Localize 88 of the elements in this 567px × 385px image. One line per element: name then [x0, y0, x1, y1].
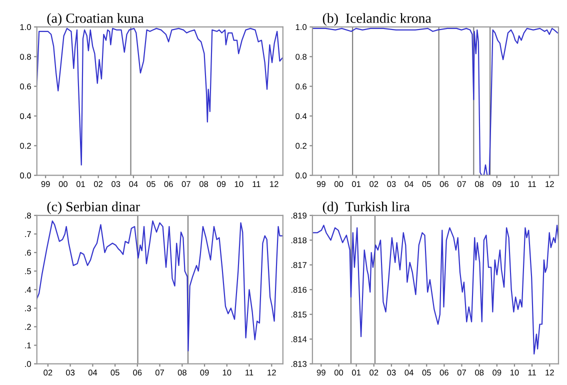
x-tick-label: 10: [234, 181, 244, 188]
y-tick-label: 0.4: [20, 113, 32, 120]
y-tick-label: .813: [291, 361, 307, 367]
x-tick-label: 08: [475, 181, 484, 188]
x-tick-label: 02: [370, 370, 378, 376]
x-tick-label: 06: [164, 181, 173, 188]
chart-title: (d) Turkish lira: [322, 202, 410, 214]
x-tick-label: 08: [199, 181, 208, 188]
y-tick-label: .1: [25, 342, 31, 348]
x-tick-label: 04: [404, 370, 414, 376]
x-tick-label: 04: [88, 370, 98, 376]
x-tick-label: 12: [268, 370, 276, 376]
x-tick-label: 01: [76, 181, 85, 188]
x-tick-label: 05: [422, 370, 431, 376]
x-tick-label: 05: [422, 181, 431, 188]
x-tick-label: 00: [334, 181, 344, 188]
x-tick-label: 99: [316, 181, 326, 188]
x-tick-label: 11: [252, 181, 260, 187]
y-tick-label: .6: [25, 250, 31, 256]
x-tick-label: 01: [352, 181, 361, 188]
x-tick-label: 00: [58, 181, 68, 188]
x-tick-label: 12: [546, 181, 554, 187]
y-tick-label: .0: [25, 361, 31, 367]
x-tick-label: 02: [94, 181, 103, 188]
line-series: [312, 28, 558, 176]
y-tick-label: 0.6: [296, 84, 307, 90]
chart-title: (b) Icelandic krona: [322, 13, 432, 26]
x-tick-label: 03: [387, 181, 396, 188]
x-tick-label: 04: [129, 181, 138, 188]
x-tick-label: 10: [510, 181, 519, 188]
x-tick-label: 04: [404, 181, 414, 188]
line-series: [36, 220, 283, 352]
y-tick-label: 0.0: [20, 172, 31, 178]
y-tick-label: .5: [25, 268, 31, 274]
y-tick-label: .819: [291, 212, 306, 219]
x-tick-label: 07: [155, 370, 164, 376]
y-tick-label: .7: [25, 231, 31, 237]
y-tick-label: 0.8: [20, 54, 31, 60]
x-tick-label: 10: [222, 370, 232, 376]
line-series: [312, 224, 558, 354]
x-tick-label: 05: [110, 370, 120, 376]
x-tick-label: 08: [178, 370, 186, 376]
y-tick-label: 0.2: [20, 142, 31, 149]
x-tick-label: 11: [246, 370, 254, 376]
x-tick-label: 05: [146, 181, 156, 188]
x-tick-label: 06: [440, 181, 448, 188]
x-tick-label: 00: [334, 370, 344, 376]
x-tick-label: 12: [546, 370, 554, 376]
y-tick-label: .8: [25, 212, 31, 219]
chart-title: (a) Croatian kuna: [47, 13, 144, 26]
y-tick-label: .817: [291, 262, 306, 268]
y-tick-label: 0.2: [296, 142, 306, 149]
x-tick-label: 12: [270, 181, 278, 187]
x-tick-label: 03: [66, 370, 75, 376]
x-tick-label: 11: [528, 181, 536, 187]
x-tick-label: 11: [528, 370, 536, 376]
x-tick-label: 08: [475, 370, 484, 376]
y-tick-label: 0.0: [296, 172, 307, 178]
x-tick-label: 09: [217, 181, 226, 188]
x-tick-label: 07: [457, 370, 466, 376]
y-tick-label: .818: [291, 237, 307, 244]
y-tick-label: 0.8: [296, 54, 307, 60]
y-tick-label: 0.6: [20, 84, 31, 90]
y-tick-label: .815: [291, 312, 307, 318]
x-tick-label: 06: [133, 370, 142, 376]
x-tick-label: 10: [510, 370, 519, 376]
x-tick-label: 07: [182, 181, 190, 188]
y-tick-label: .816: [291, 286, 307, 293]
x-tick-label: 03: [387, 370, 396, 376]
x-tick-label: 09: [492, 370, 502, 376]
y-tick-label: .4: [25, 286, 32, 293]
x-tick-label: 99: [316, 370, 326, 376]
x-tick-label: 09: [200, 370, 209, 376]
x-tick-label: 01: [352, 370, 361, 376]
y-tick-label: .2: [25, 324, 31, 330]
x-tick-label: 06: [440, 370, 448, 376]
x-tick-label: 99: [41, 181, 50, 188]
x-tick-label: 02: [370, 181, 378, 188]
x-tick-label: 02: [44, 370, 52, 376]
y-tick-label: .814: [291, 336, 307, 342]
y-tick-label: .3: [25, 305, 31, 312]
y-tick-label: 1.0: [296, 24, 307, 30]
x-tick-label: 09: [492, 181, 502, 188]
x-tick-label: 07: [457, 181, 466, 188]
x-tick-label: 03: [112, 181, 120, 188]
y-tick-label: 1.0: [20, 24, 31, 30]
chart-title: (c) Serbian dinar: [47, 202, 140, 214]
y-tick-label: 0.4: [296, 113, 307, 120]
